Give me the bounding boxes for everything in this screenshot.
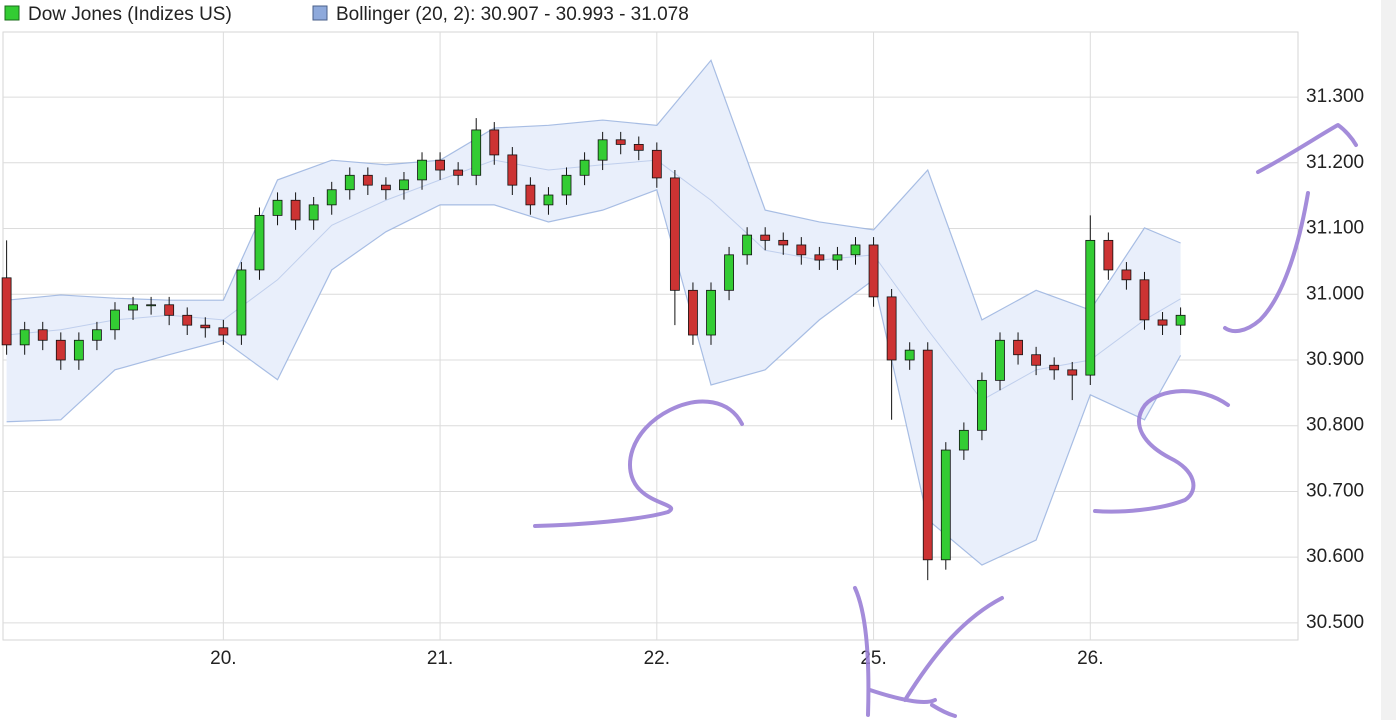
y-tick-label: 31.300 — [1306, 86, 1364, 107]
x-tick-label: 25. — [860, 648, 886, 669]
scroll-strip — [1381, 0, 1396, 720]
candle-body — [724, 254, 734, 291]
candle-body — [471, 129, 482, 176]
candle-body — [254, 214, 265, 271]
legend-label: Bollinger (20, 2): 30.907 - 30.993 - 31.… — [336, 4, 689, 25]
legend-swatch — [4, 5, 20, 21]
candle-body — [272, 199, 283, 216]
label-layer: 30.500 30.600 30.700 30.800 30.900 31.000 31.1… — [210, 86, 1364, 669]
candle-body — [615, 139, 626, 145]
x-tick-label: 21. — [427, 648, 453, 669]
candle-body — [435, 159, 445, 171]
candle-body — [290, 199, 301, 221]
candle-body — [868, 244, 879, 298]
candle-body — [669, 177, 680, 291]
candle-body — [1175, 314, 1186, 326]
candle-body — [760, 234, 771, 241]
candle-body — [688, 289, 698, 336]
candle-body — [1013, 339, 1023, 356]
candle-body — [326, 189, 337, 206]
candle-body — [19, 329, 30, 346]
x-tick-label: 22. — [644, 648, 670, 669]
candle-body — [904, 349, 915, 361]
candle-body — [362, 174, 373, 186]
candle-body — [55, 339, 66, 361]
candle-body — [995, 339, 1005, 381]
candle-body — [1139, 279, 1150, 321]
candle-body — [597, 139, 608, 161]
candle-body — [110, 309, 120, 331]
x-tick-label: 20. — [210, 648, 236, 669]
candle-body — [453, 169, 464, 176]
candle-body — [200, 324, 211, 329]
y-tick-label: 31.100 — [1306, 218, 1364, 239]
candle-body — [832, 254, 843, 261]
y-tick-label: 30.900 — [1306, 349, 1364, 370]
candle-body — [182, 314, 193, 326]
y-tick-label: 30.500 — [1306, 612, 1364, 633]
candle-body — [218, 327, 229, 336]
candle-body — [146, 304, 157, 307]
y-tick-label: 30.700 — [1306, 480, 1364, 501]
legend-swatch — [312, 5, 328, 21]
candle-body — [940, 449, 951, 561]
candle-body — [417, 159, 427, 181]
annotation-stroke — [533, 399, 744, 528]
annotations — [533, 123, 1358, 718]
candle-body — [778, 239, 789, 246]
candle-body — [507, 154, 518, 186]
candle-body — [814, 254, 825, 261]
annotation-stroke — [1093, 389, 1230, 514]
candle-body — [579, 159, 590, 176]
candle-body — [308, 204, 319, 221]
candle-body — [742, 234, 753, 256]
y-tick-label: 31.000 — [1306, 283, 1364, 304]
candle-body — [1049, 364, 1060, 371]
candle-body — [399, 179, 409, 191]
candle-body — [977, 379, 987, 431]
candle-body — [73, 339, 84, 361]
candle-body — [1085, 239, 1096, 376]
candle-body — [489, 129, 500, 156]
candle-body — [1, 277, 12, 346]
candle-body — [886, 296, 897, 361]
candle-body — [164, 304, 175, 316]
band-upper — [6, 59, 1181, 321]
y-tick-label: 31.200 — [1306, 152, 1364, 173]
candle-body — [37, 329, 48, 341]
candle-body — [1031, 354, 1042, 366]
candle-body — [1067, 369, 1078, 376]
band-fill — [6, 60, 1181, 566]
x-tick-label: 26. — [1077, 648, 1103, 669]
candle-body — [922, 349, 933, 561]
candle-body — [1121, 269, 1132, 281]
y-tick-label: 30.600 — [1306, 546, 1364, 567]
candle-body — [344, 174, 355, 191]
candle-body — [1103, 239, 1114, 271]
legend-label: Dow Jones (Indizes US) — [28, 4, 232, 25]
candle-body — [561, 174, 572, 196]
candle-body — [633, 143, 644, 151]
band-lower — [6, 188, 1182, 566]
candle-body — [525, 184, 536, 206]
candle-body — [706, 289, 716, 336]
candle-body — [543, 194, 554, 206]
candle-body — [958, 429, 969, 451]
legend: Dow Jones (Indizes US) Bollinger (20, 2)… — [4, 4, 689, 25]
candle-body — [92, 329, 102, 341]
annotation-stroke — [1223, 123, 1358, 334]
candle-body — [381, 184, 391, 191]
annotation-stroke — [853, 586, 1004, 718]
y-tick-label: 30.800 — [1306, 415, 1364, 436]
candle-layer — [1, 118, 1186, 581]
candle-body — [236, 269, 247, 336]
candle-body — [796, 244, 807, 256]
candle-body — [1157, 319, 1168, 326]
candle-body — [850, 244, 861, 256]
candle-body — [128, 304, 138, 311]
candle-body — [651, 149, 662, 179]
